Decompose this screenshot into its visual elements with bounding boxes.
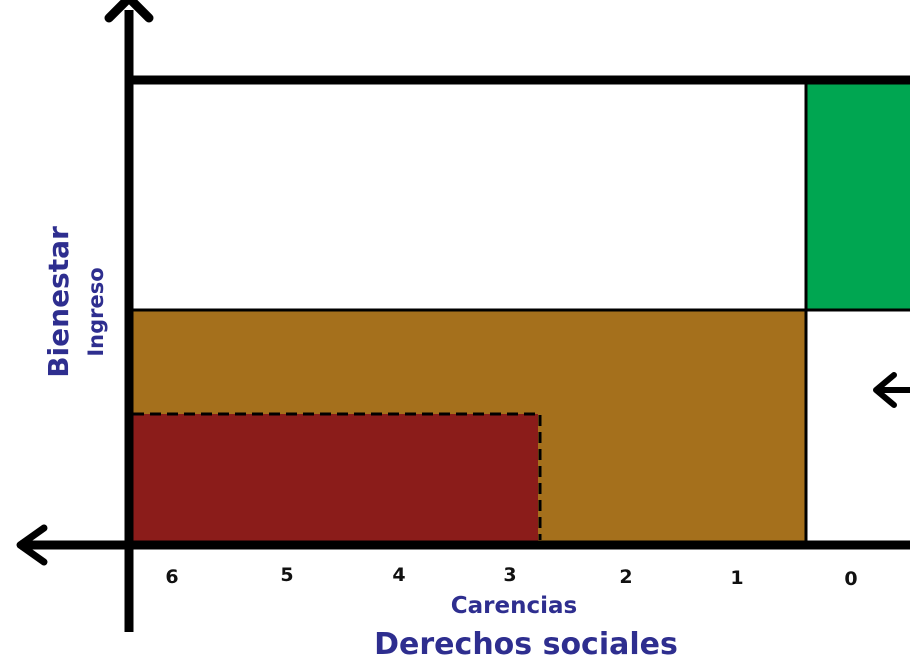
x-axis-left-arrow-icon bbox=[16, 524, 48, 566]
x-axis-label-carencias: Carencias bbox=[451, 593, 577, 619]
y-axis-label-bienestar: Bienestar bbox=[42, 226, 75, 378]
tick-label-3: 3 bbox=[503, 564, 516, 586]
tick-label-6: 6 bbox=[165, 566, 178, 588]
x-axis-label-derechos-sociales: Derechos sociales bbox=[374, 627, 678, 661]
y-axis-arrow-icon bbox=[104, 0, 154, 23]
green-region bbox=[806, 84, 910, 310]
dark-red-region bbox=[131, 414, 538, 542]
y-axis-label-ingreso: Ingreso bbox=[84, 267, 108, 356]
tick-label-0: 0 bbox=[844, 568, 857, 590]
tick-label-1: 1 bbox=[730, 567, 743, 589]
tick-label-4: 4 bbox=[392, 564, 405, 586]
tick-label-2: 2 bbox=[619, 566, 632, 588]
right-arrow-icon bbox=[873, 372, 910, 408]
tick-label-5: 5 bbox=[280, 564, 293, 586]
